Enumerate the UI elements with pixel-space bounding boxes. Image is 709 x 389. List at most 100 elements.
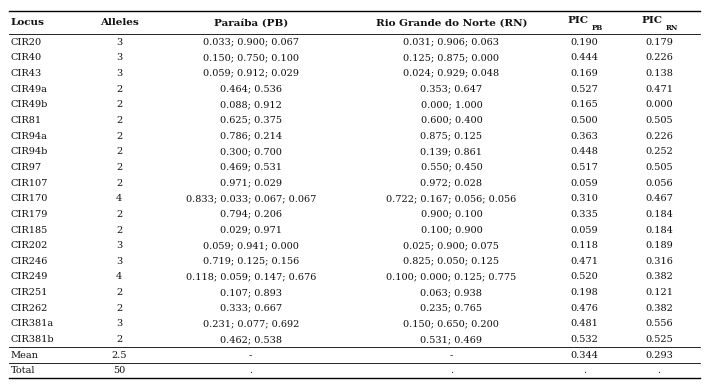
Text: 0.059: 0.059 — [571, 226, 598, 235]
Text: 0.118: 0.118 — [571, 241, 598, 250]
Text: 4: 4 — [116, 273, 123, 282]
Text: 3: 3 — [116, 53, 123, 62]
Text: CIR249: CIR249 — [11, 273, 48, 282]
Text: CIR107: CIR107 — [11, 179, 48, 187]
Text: 0.505: 0.505 — [645, 163, 673, 172]
Text: Total: Total — [11, 366, 35, 375]
Text: 0.169: 0.169 — [571, 69, 598, 78]
Text: 0.525: 0.525 — [645, 335, 673, 344]
Text: CIR40: CIR40 — [11, 53, 42, 62]
Text: 0.344: 0.344 — [571, 351, 598, 360]
Text: CIR246: CIR246 — [11, 257, 48, 266]
Text: 0.464; 0.536: 0.464; 0.536 — [220, 84, 281, 94]
Text: PB: PB — [592, 24, 603, 32]
Text: 0.198: 0.198 — [571, 288, 598, 297]
Text: 0.448: 0.448 — [571, 147, 598, 156]
Text: 0.000; 1.000: 0.000; 1.000 — [420, 100, 482, 109]
Text: 2: 2 — [116, 163, 123, 172]
Text: 0.382: 0.382 — [645, 304, 673, 313]
Text: 0.625; 0.375: 0.625; 0.375 — [220, 116, 281, 125]
Text: 3: 3 — [116, 38, 123, 47]
Text: 0.226: 0.226 — [645, 131, 673, 140]
Text: .: . — [450, 366, 453, 375]
Text: 0.118; 0.059; 0.147; 0.676: 0.118; 0.059; 0.147; 0.676 — [186, 273, 316, 282]
Text: 0.333; 0.667: 0.333; 0.667 — [220, 304, 281, 313]
Text: 0.189: 0.189 — [645, 241, 673, 250]
Text: 2: 2 — [116, 100, 123, 109]
Text: CIR185: CIR185 — [11, 226, 48, 235]
Text: 0.056: 0.056 — [645, 179, 673, 187]
Text: Rio Grande do Norte (RN): Rio Grande do Norte (RN) — [376, 18, 527, 27]
Text: 0.190: 0.190 — [571, 38, 598, 47]
Text: 0.231; 0.077; 0.692: 0.231; 0.077; 0.692 — [203, 319, 299, 328]
Text: Mean: Mean — [11, 351, 38, 360]
Text: 0.184: 0.184 — [645, 226, 673, 235]
Text: Alleles: Alleles — [100, 18, 138, 27]
Text: PIC: PIC — [567, 16, 588, 25]
Text: 0.100; 0.000; 0.125; 0.775: 0.100; 0.000; 0.125; 0.775 — [386, 273, 516, 282]
Text: 0.353; 0.647: 0.353; 0.647 — [420, 84, 482, 94]
Text: 3: 3 — [116, 257, 123, 266]
Text: 0.900; 0.100: 0.900; 0.100 — [420, 210, 482, 219]
Text: Locus: Locus — [11, 18, 45, 27]
Text: CIR49b: CIR49b — [11, 100, 48, 109]
Text: 0.471: 0.471 — [571, 257, 598, 266]
Text: 2: 2 — [116, 179, 123, 187]
Text: 0.825; 0.050; 0.125: 0.825; 0.050; 0.125 — [403, 257, 499, 266]
Text: 0.556: 0.556 — [645, 319, 673, 328]
Text: 0.532: 0.532 — [571, 335, 598, 344]
Text: 0.300; 0.700: 0.300; 0.700 — [220, 147, 281, 156]
Text: 2: 2 — [116, 304, 123, 313]
Text: Paraíba (PB): Paraíba (PB) — [213, 18, 288, 27]
Text: CIR179: CIR179 — [11, 210, 48, 219]
Text: 0.363: 0.363 — [571, 131, 598, 140]
Text: -: - — [450, 351, 453, 360]
Text: 0.138: 0.138 — [645, 69, 673, 78]
Text: 0.150; 0.650; 0.200: 0.150; 0.650; 0.200 — [403, 319, 499, 328]
Text: CIR170: CIR170 — [11, 194, 48, 203]
Text: 0.100; 0.900: 0.100; 0.900 — [420, 226, 482, 235]
Text: PIC: PIC — [642, 16, 662, 25]
Text: 0.088; 0.912: 0.088; 0.912 — [220, 100, 281, 109]
Text: 0.029; 0.971: 0.029; 0.971 — [220, 226, 281, 235]
Text: 2: 2 — [116, 147, 123, 156]
Text: 0.527: 0.527 — [571, 84, 598, 94]
Text: 0.025; 0.900; 0.075: 0.025; 0.900; 0.075 — [403, 241, 499, 250]
Text: 0.471: 0.471 — [645, 84, 673, 94]
Text: 0.335: 0.335 — [571, 210, 598, 219]
Text: 0.481: 0.481 — [571, 319, 598, 328]
Text: 3: 3 — [116, 241, 123, 250]
Text: .: . — [657, 366, 661, 375]
Text: 0.500: 0.500 — [571, 116, 598, 125]
Text: 0.316: 0.316 — [645, 257, 673, 266]
Text: 0.719; 0.125; 0.156: 0.719; 0.125; 0.156 — [203, 257, 298, 266]
Text: RN: RN — [666, 24, 678, 32]
Text: 0.121: 0.121 — [645, 288, 673, 297]
Text: 0.531; 0.469: 0.531; 0.469 — [420, 335, 482, 344]
Text: 0.600; 0.400: 0.600; 0.400 — [420, 116, 482, 125]
Text: 0.024; 0.929; 0.048: 0.024; 0.929; 0.048 — [403, 69, 499, 78]
Text: 0.184: 0.184 — [645, 210, 673, 219]
Text: 0.550; 0.450: 0.550; 0.450 — [420, 163, 482, 172]
Text: 0.165: 0.165 — [571, 100, 598, 109]
Text: CIR94a: CIR94a — [11, 131, 48, 140]
Text: 0.031; 0.906; 0.063: 0.031; 0.906; 0.063 — [403, 38, 499, 47]
Text: CIR262: CIR262 — [11, 304, 48, 313]
Text: 0.875; 0.125: 0.875; 0.125 — [420, 131, 482, 140]
Text: 0.444: 0.444 — [571, 53, 598, 62]
Text: 0.786; 0.214: 0.786; 0.214 — [220, 131, 281, 140]
Text: 50: 50 — [113, 366, 125, 375]
Text: 0.150; 0.750; 0.100: 0.150; 0.750; 0.100 — [203, 53, 298, 62]
Text: 0.235; 0.765: 0.235; 0.765 — [420, 304, 482, 313]
Text: 0.059; 0.941; 0.000: 0.059; 0.941; 0.000 — [203, 241, 298, 250]
Text: 0.794; 0.206: 0.794; 0.206 — [220, 210, 281, 219]
Text: 0.059: 0.059 — [571, 179, 598, 187]
Text: 0.382: 0.382 — [645, 273, 673, 282]
Text: 0.179: 0.179 — [645, 38, 673, 47]
Text: 0.467: 0.467 — [645, 194, 673, 203]
Text: CIR381a: CIR381a — [11, 319, 54, 328]
Text: 0.139; 0.861: 0.139; 0.861 — [420, 147, 482, 156]
Text: 0.293: 0.293 — [645, 351, 673, 360]
Text: 0.517: 0.517 — [571, 163, 598, 172]
Text: CIR97: CIR97 — [11, 163, 42, 172]
